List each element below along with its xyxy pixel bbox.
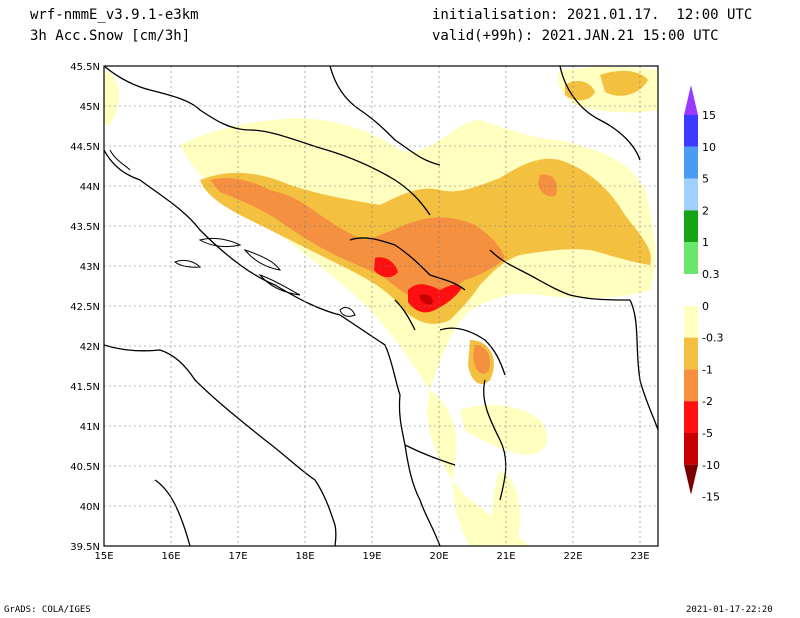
coastline-borders <box>104 66 658 546</box>
colorbar-swatch <box>684 242 698 274</box>
valid-time: valid(+99h): 2021.JAN.21 15:00 UTC <box>432 28 719 44</box>
colorbar-label: 0.3 <box>702 268 720 281</box>
colorbar-label: 10 <box>702 141 716 154</box>
model-title: wrf-nmmE_v3.9.1-e3km <box>30 7 199 23</box>
colorbar-label: 15 <box>702 109 716 122</box>
lat-tick: 40N <box>80 502 100 513</box>
colorbar-arrow-bottom <box>684 464 698 495</box>
lat-tick: 43.5N <box>70 222 100 233</box>
snow-area-10cm <box>419 294 433 305</box>
lon-axis: 15E 16E 17E 18E 19E 20E 21E 22E 23E <box>94 551 649 562</box>
colorbar-label: 1 <box>702 236 709 249</box>
lon-tick: 23E <box>630 551 649 562</box>
lon-tick: 18E <box>295 551 314 562</box>
colorbar-label: -2 <box>702 395 713 408</box>
lon-tick: 21E <box>496 551 515 562</box>
lat-tick: 42.5N <box>70 302 100 313</box>
colorbar-label: 5 <box>702 173 709 186</box>
snow-area-light <box>104 70 119 125</box>
variable-title: 3h Acc.Snow [cm/3h] <box>30 28 191 44</box>
lat-tick: 43N <box>80 262 100 273</box>
snow-area-2cm <box>210 178 505 305</box>
lon-tick: 15E <box>94 551 113 562</box>
colorbar-swatch <box>684 401 698 433</box>
lat-tick: 44N <box>80 182 100 193</box>
colorbar-swatch <box>684 210 698 243</box>
lon-tick: 22E <box>563 551 582 562</box>
colorbar-label: -5 <box>702 427 713 440</box>
colorbar-swatch <box>684 369 698 402</box>
colorbar-swatch <box>684 337 698 370</box>
lon-tick: 16E <box>161 551 180 562</box>
colorbar-label: 0 <box>702 300 709 313</box>
lat-tick: 45.5N <box>70 62 100 73</box>
lat-axis: 45.5N 45N 44.5N 44N 43.5N 43N 42.5N 42N … <box>70 62 100 553</box>
snow-area-1cm <box>600 70 648 96</box>
colorbar-icon: 15 10 5 2 1 0.3 0 -0.3 -1 -2 -5 -10 -15 <box>684 85 723 504</box>
lat-tick: 42N <box>80 342 100 353</box>
colorbar-swatch <box>684 146 698 179</box>
snow-area-5cm <box>408 284 462 313</box>
lat-tick: 39.5N <box>70 542 100 553</box>
colorbar-swatch <box>684 115 698 147</box>
snow-area-2cm <box>473 345 490 374</box>
lon-tick: 17E <box>228 551 247 562</box>
islands <box>109 149 356 317</box>
lon-tick: 20E <box>429 551 448 562</box>
lat-tick: 41.5N <box>70 382 100 393</box>
colorbar-swatch <box>684 274 698 306</box>
lat-tick: 41N <box>80 422 100 433</box>
lon-tick: 19E <box>362 551 381 562</box>
snow-area-5cm <box>374 257 398 278</box>
colorbar-label: -15 <box>702 491 720 504</box>
lat-tick: 45N <box>80 102 100 113</box>
footer-timestamp: 2021-01-17-22:20 <box>686 605 773 615</box>
snow-area-light <box>460 404 548 455</box>
grid-lines <box>104 66 658 546</box>
lat-tick: 40.5N <box>70 462 100 473</box>
init-time: initialisation: 2021.01.17. 12:00 UTC <box>432 7 753 23</box>
colorbar-swatch <box>684 433 698 465</box>
colorbar-label: 2 <box>702 204 709 217</box>
colorbar-label: -0.3 <box>702 332 723 345</box>
snow-field <box>104 67 658 546</box>
colorbar-swatch <box>684 178 698 211</box>
snow-area-2cm <box>538 174 558 197</box>
colorbar-swatch <box>684 305 698 338</box>
map-frame <box>103 65 659 547</box>
colorbar-arrow-top <box>684 85 698 115</box>
lat-tick: 44.5N <box>70 142 100 153</box>
footer-credit: GrADS: COLA/IGES <box>4 605 91 615</box>
colorbar-label: -1 <box>702 363 713 376</box>
colorbar-label: -10 <box>702 459 720 472</box>
